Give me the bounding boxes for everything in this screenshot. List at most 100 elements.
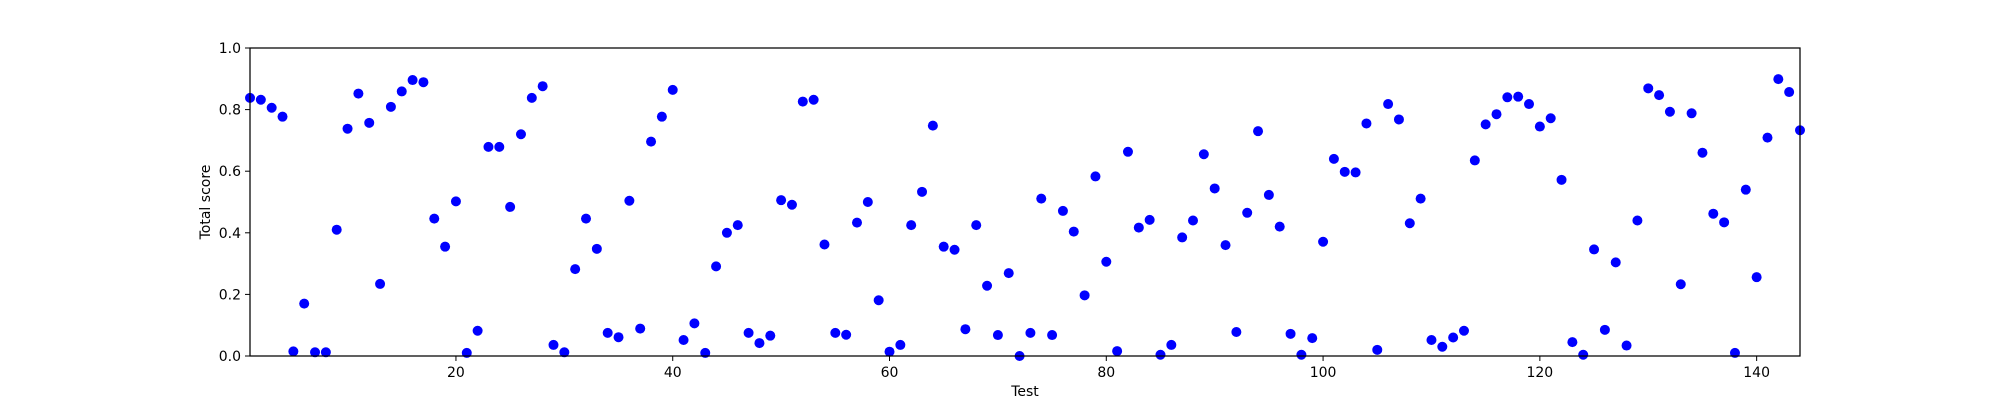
data-point bbox=[1090, 171, 1101, 182]
y-tick-label: 1.0 bbox=[219, 41, 241, 57]
x-tick-label: 120 bbox=[1526, 365, 1553, 381]
data-point bbox=[1534, 121, 1545, 132]
data-point bbox=[862, 197, 873, 207]
x-tick-label: 100 bbox=[1310, 365, 1337, 381]
y-tick-label: 0.4 bbox=[219, 226, 241, 242]
data-point bbox=[1101, 256, 1112, 267]
data-point bbox=[515, 129, 526, 140]
data-point bbox=[1253, 126, 1264, 137]
data-point bbox=[1057, 205, 1068, 216]
data-point bbox=[440, 241, 451, 252]
data-point bbox=[1025, 327, 1036, 338]
data-points bbox=[245, 74, 1805, 361]
data-point bbox=[613, 332, 624, 343]
data-point bbox=[1415, 193, 1426, 204]
data-point bbox=[1437, 341, 1448, 352]
data-point bbox=[1047, 330, 1058, 341]
data-point bbox=[364, 117, 375, 128]
data-point bbox=[1621, 340, 1632, 351]
data-point bbox=[1372, 344, 1383, 355]
data-point bbox=[1469, 155, 1480, 166]
data-point bbox=[1686, 108, 1697, 119]
data-point bbox=[1675, 279, 1686, 290]
data-point bbox=[385, 101, 396, 112]
data-point bbox=[581, 213, 592, 224]
y-tick-label: 0.8 bbox=[219, 103, 241, 119]
x-axis-ticks: 20 40 60 80 100 120 140 bbox=[447, 356, 1770, 381]
data-point bbox=[1177, 232, 1188, 243]
data-point bbox=[299, 298, 310, 309]
y-axis-label: Total score bbox=[198, 165, 214, 241]
data-point bbox=[1198, 149, 1209, 160]
data-point bbox=[407, 75, 418, 86]
data-point bbox=[1643, 83, 1654, 94]
data-point bbox=[353, 88, 364, 99]
data-point bbox=[483, 141, 494, 152]
data-point bbox=[288, 346, 299, 357]
data-point bbox=[1263, 189, 1274, 200]
data-point bbox=[450, 196, 461, 207]
data-point bbox=[1079, 290, 1090, 301]
data-point bbox=[1393, 114, 1404, 125]
data-point bbox=[1274, 221, 1285, 232]
x-axis-label: Test bbox=[1010, 384, 1039, 400]
data-point bbox=[971, 220, 982, 231]
data-point bbox=[808, 94, 819, 105]
data-point bbox=[1589, 244, 1600, 255]
data-point bbox=[949, 244, 960, 255]
data-point bbox=[1231, 326, 1242, 337]
data-point bbox=[678, 334, 689, 345]
data-point bbox=[1285, 328, 1296, 339]
data-point bbox=[906, 220, 917, 231]
data-point bbox=[1784, 87, 1795, 98]
data-point bbox=[1719, 217, 1730, 228]
data-point bbox=[1068, 226, 1079, 237]
data-point bbox=[1318, 236, 1329, 247]
y-tick-label: 0.2 bbox=[219, 287, 241, 303]
data-point bbox=[602, 327, 613, 338]
x-tick-label: 20 bbox=[447, 365, 465, 381]
data-point bbox=[1220, 240, 1231, 251]
data-point bbox=[548, 339, 559, 350]
data-point bbox=[873, 295, 884, 306]
data-point bbox=[1480, 119, 1491, 130]
data-point bbox=[277, 111, 288, 122]
data-point bbox=[570, 264, 581, 275]
data-point bbox=[732, 220, 743, 231]
data-point bbox=[927, 120, 938, 131]
data-point bbox=[711, 261, 722, 272]
data-point bbox=[1751, 272, 1762, 283]
data-point bbox=[1578, 349, 1589, 360]
data-point bbox=[917, 186, 928, 197]
data-point bbox=[1740, 184, 1751, 195]
data-point bbox=[418, 77, 429, 88]
plot-area-frame bbox=[249, 47, 1801, 357]
data-point bbox=[1036, 193, 1047, 204]
data-point bbox=[776, 195, 787, 206]
data-point bbox=[1567, 337, 1578, 348]
data-point bbox=[375, 278, 386, 289]
data-point bbox=[1654, 90, 1665, 101]
data-point bbox=[656, 111, 667, 122]
data-point bbox=[1307, 333, 1318, 344]
data-point bbox=[1188, 215, 1199, 226]
data-point bbox=[472, 325, 483, 336]
data-point bbox=[786, 199, 797, 210]
data-point bbox=[884, 346, 895, 357]
data-point bbox=[797, 96, 808, 107]
data-point bbox=[591, 243, 602, 254]
data-point bbox=[721, 227, 732, 238]
data-point bbox=[559, 347, 570, 358]
data-point bbox=[689, 318, 700, 329]
data-point bbox=[982, 280, 993, 291]
data-point bbox=[1664, 106, 1675, 117]
data-point bbox=[1350, 167, 1361, 178]
x-tick-label: 80 bbox=[1097, 365, 1115, 381]
data-point bbox=[494, 141, 505, 152]
x-tick-label: 140 bbox=[1743, 365, 1770, 381]
data-point bbox=[743, 327, 754, 338]
data-point bbox=[851, 217, 862, 228]
data-point bbox=[1599, 324, 1610, 335]
data-point bbox=[1491, 109, 1502, 120]
